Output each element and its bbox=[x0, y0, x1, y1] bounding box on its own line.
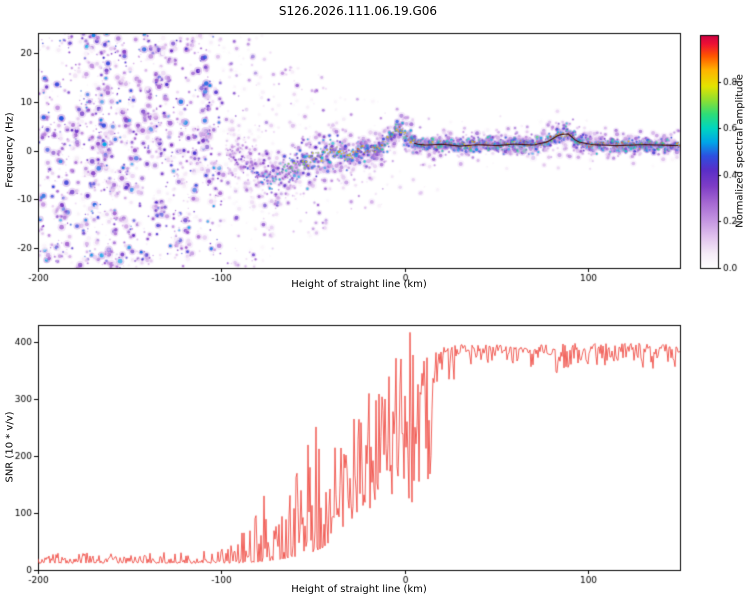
bottom-y-axis-label: SNR (10 * v/v) bbox=[4, 411, 16, 483]
bottom-x-axis-label: Height of straight line (km) bbox=[291, 584, 427, 595]
top-x-axis-label: Height of straight line (km) bbox=[291, 279, 427, 290]
figure-title: S126.2026.111.06.19.G06 bbox=[278, 4, 438, 18]
colorbar-label: Normalized spectral amplitude bbox=[734, 74, 746, 228]
top-y-axis-label: Frequency (Hz) bbox=[4, 112, 16, 188]
